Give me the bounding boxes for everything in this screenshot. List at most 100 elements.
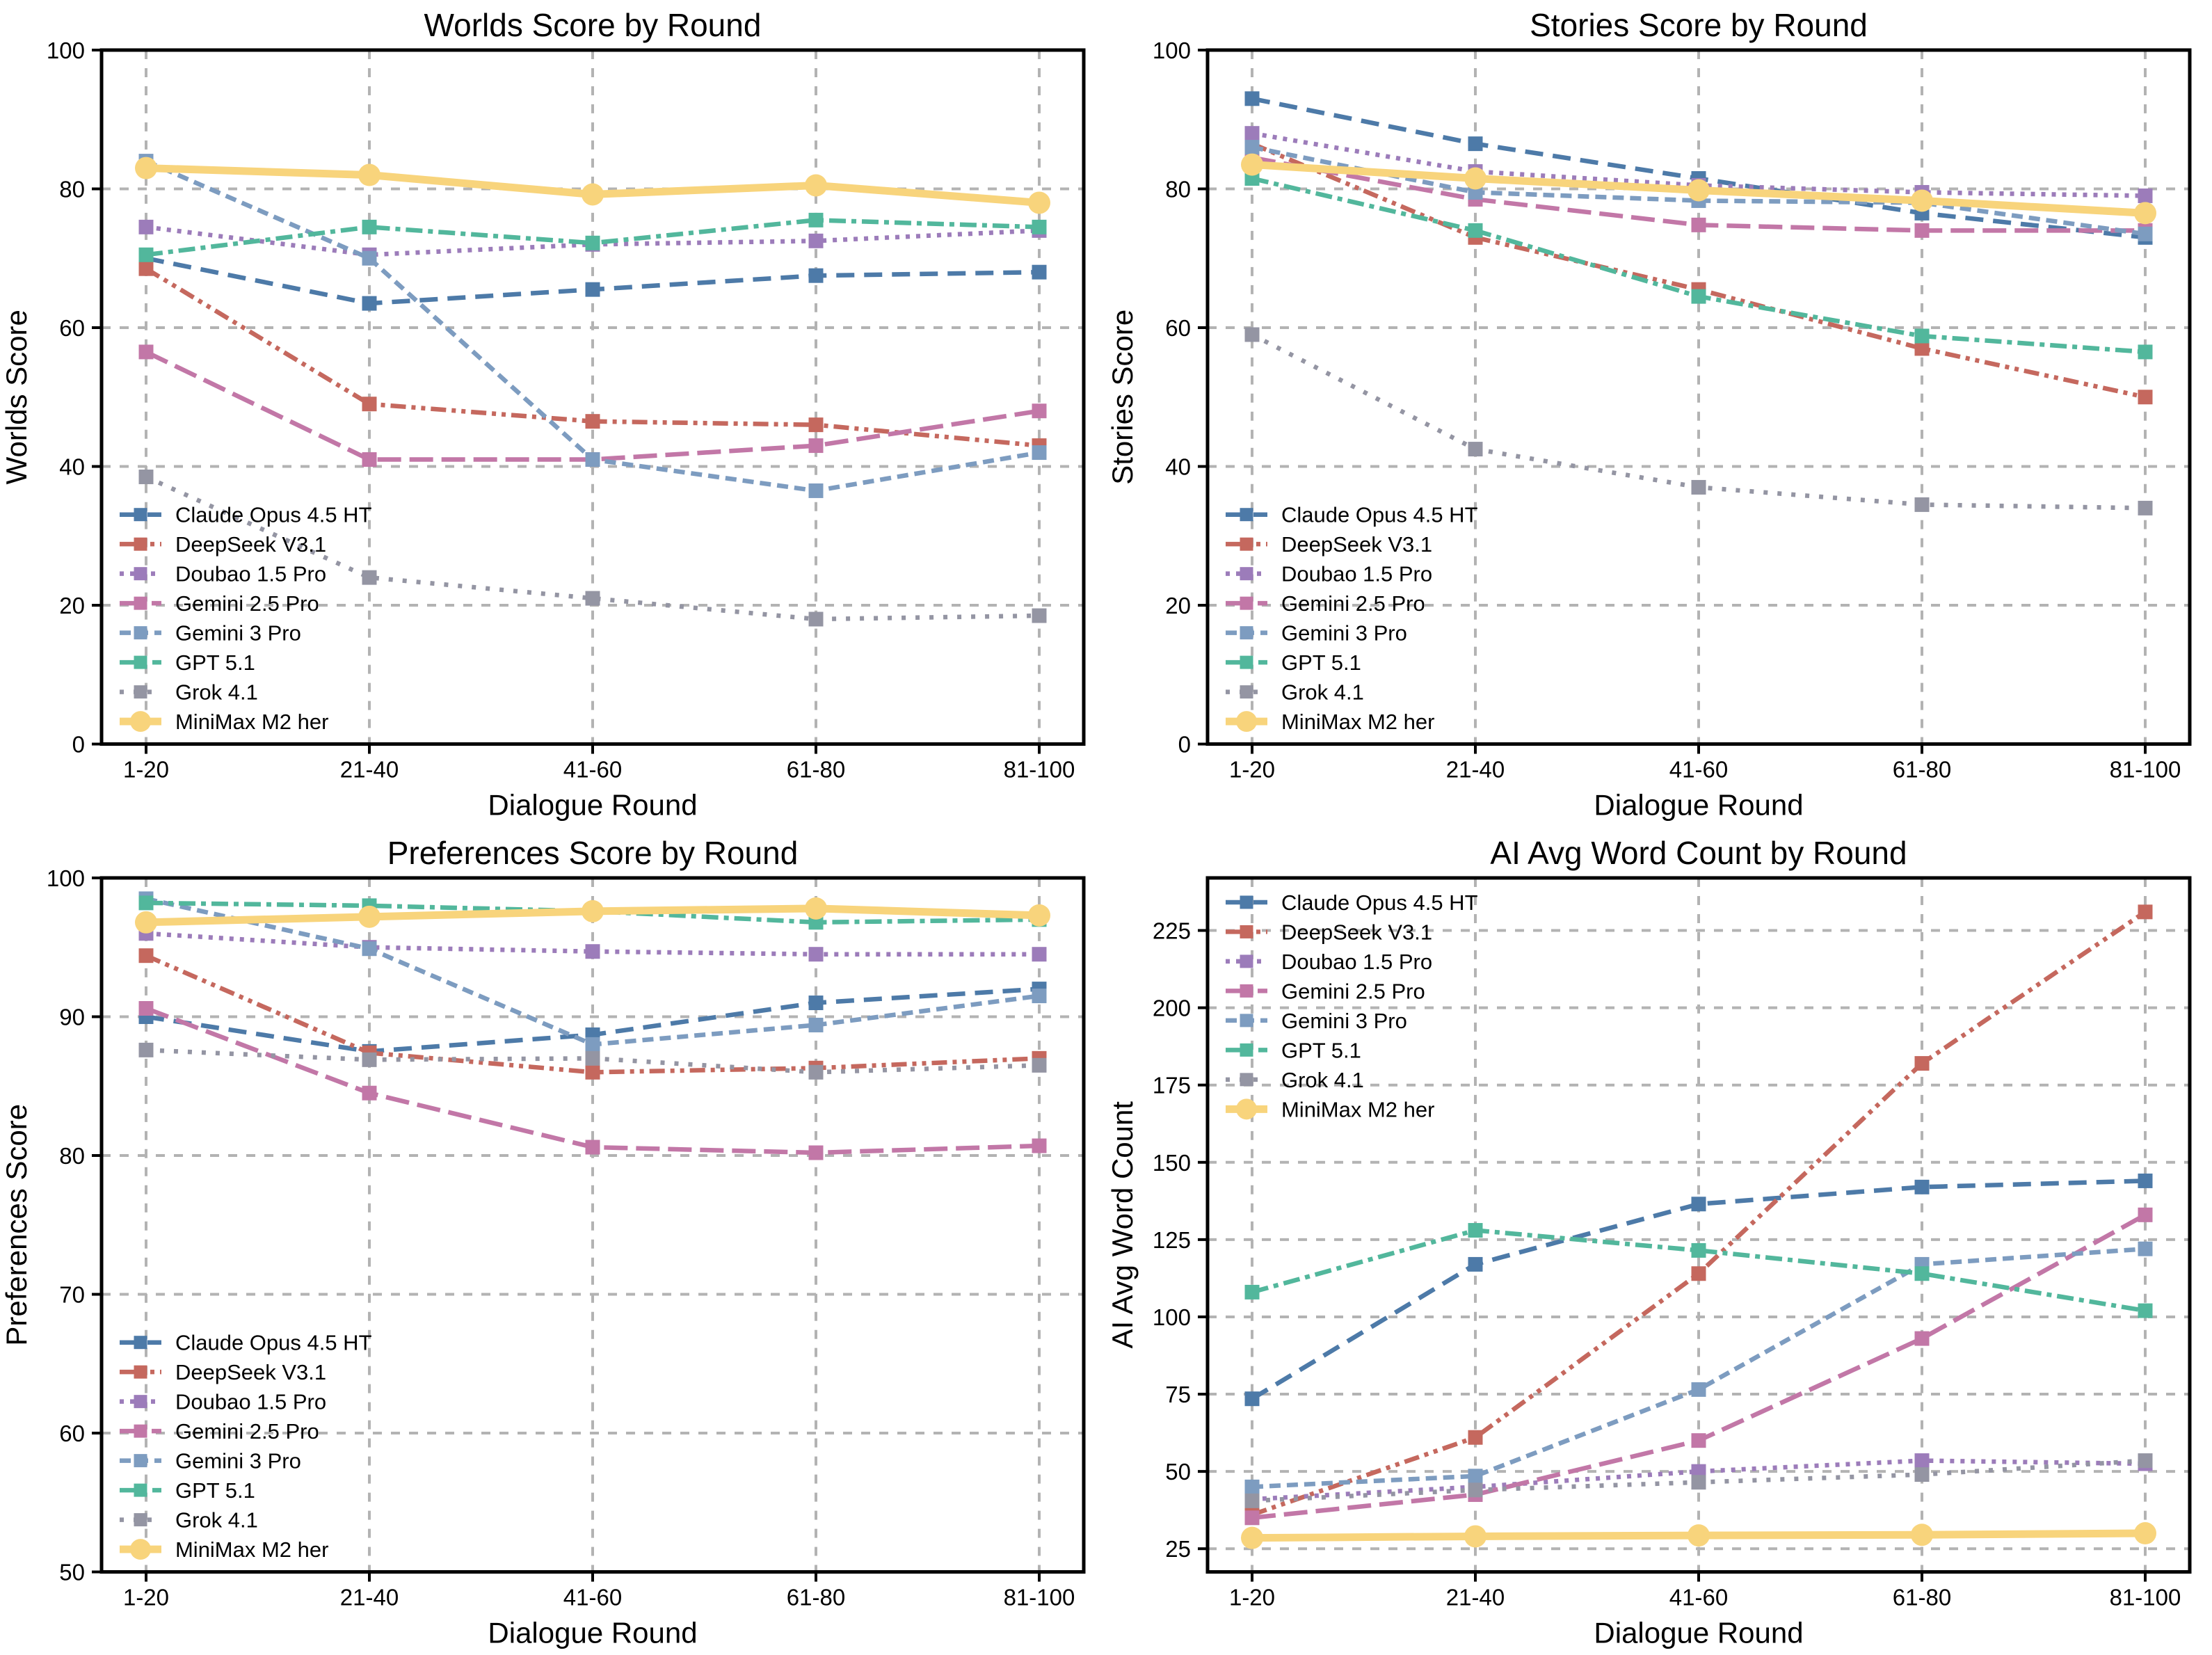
y-tick-label: 40: [1165, 454, 1191, 480]
series-markers-grok-4-1: [138, 1042, 1047, 1080]
legend-swatch-marker: [134, 1394, 147, 1408]
data-point: [808, 1145, 824, 1160]
legend-label: Claude Opus 4.5 HT: [175, 1330, 372, 1354]
series-line-deepseek-v3-1: [1251, 141, 2146, 399]
legend-label: Grok 4.1: [1281, 680, 1364, 705]
legend-swatch-marker: [134, 685, 147, 699]
x-tick-label: 61-80: [1893, 1584, 1951, 1610]
legend-entry-doubao-1-5-pro: Doubao 1.5 Pro: [1226, 949, 1432, 973]
legend-entry-gpt-5-1: GPT 5.1: [120, 650, 255, 675]
data-point: [2138, 1241, 2153, 1256]
series-markers-grok-4-1: [138, 469, 1047, 627]
series-line-gemini-3-pro: [1251, 145, 2146, 237]
data-point: [585, 452, 600, 467]
data-point: [138, 948, 154, 963]
x-tick-label: 1-20: [123, 757, 169, 783]
data-point: [585, 591, 600, 606]
series-line-gpt-5-1: [1251, 1227, 2146, 1313]
data-point: [582, 900, 604, 922]
legend-label: Gemini 2.5 Pro: [175, 591, 319, 616]
data-point: [1914, 1055, 1930, 1071]
data-point: [362, 1085, 377, 1101]
legend-label: Grok 4.1: [175, 680, 258, 705]
legend-swatch-marker: [1240, 508, 1253, 522]
data-point: [2138, 188, 2153, 203]
data-point: [1464, 1524, 1486, 1547]
legend-swatch-marker: [1240, 626, 1253, 640]
legend-entry-claude-opus-4-5-ht: Claude Opus 4.5 HT: [1226, 890, 1478, 914]
y-tick-label: 200: [1153, 995, 1191, 1021]
y-tick-label: 40: [59, 454, 85, 480]
data-point: [1691, 289, 1706, 304]
data-point: [808, 212, 824, 227]
legend-entry-grok-4-1: Grok 4.1: [120, 1508, 258, 1532]
data-point: [808, 417, 824, 433]
data-point: [1244, 327, 1260, 342]
data-point: [1032, 403, 1047, 419]
data-point: [138, 247, 154, 262]
chart-ai-avg-word-count: 25 50 75 100 125 150 175 200 225 1-20 21-40 41-60 61…: [1106, 828, 2212, 1655]
series-markers-grok-4-1: [1244, 327, 2153, 515]
y-tick-label: 80: [1165, 176, 1191, 202]
data-point: [362, 941, 377, 956]
data-point: [585, 1140, 600, 1155]
data-point: [805, 174, 827, 197]
legend-label: GPT 5.1: [175, 1478, 255, 1503]
x-tick-labels: 1-20 21-40 41-60 61-80 81-100: [1229, 757, 2181, 783]
data-point: [2134, 202, 2156, 225]
legend-swatch-marker: [134, 508, 147, 522]
legend-entry-claude-opus-4-5-ht: Claude Opus 4.5 HT: [120, 1330, 372, 1354]
y-tick-label: 90: [59, 1004, 85, 1030]
data-point: [138, 1042, 154, 1057]
x-tick-label: 81-100: [2110, 1584, 2181, 1610]
data-point: [1032, 264, 1047, 280]
data-point: [1468, 223, 1483, 238]
data-point: [1468, 1256, 1483, 1272]
y-tick-label: 80: [59, 1143, 85, 1169]
legend-label: Grok 4.1: [1281, 1067, 1364, 1092]
legend-entry-gemini-2-5-pro: Gemini 2.5 Pro: [120, 591, 319, 616]
data-point: [2138, 226, 2153, 241]
axis-ticks: [92, 48, 1041, 754]
data-point: [1914, 497, 1930, 512]
data-point: [585, 282, 600, 297]
data-point: [1914, 223, 1930, 238]
legend: Claude Opus 4.5 HT DeepSeek V3.1 Doubao 1.…: [120, 503, 372, 734]
x-tick-labels: 1-20 21-40 41-60 61-80 81-100: [1229, 1584, 2181, 1610]
y-tick-label: 60: [59, 1421, 85, 1446]
x-axis-label: Dialogue Round: [488, 789, 697, 822]
data-point: [2138, 390, 2153, 405]
y-tick-label: 50: [59, 1559, 85, 1585]
legend-entry-gpt-5-1: GPT 5.1: [1226, 650, 1361, 675]
legend-entry-claude-opus-4-5-ht: Claude Opus 4.5 HT: [120, 503, 372, 527]
legend-label: Gemini 2.5 Pro: [1281, 979, 1425, 1003]
legend-swatch-marker: [134, 1512, 147, 1526]
legend-entry-minimax-m2-her: MiniMax M2 her: [1226, 1097, 1434, 1121]
x-axis-label: Dialogue Round: [1594, 789, 1803, 822]
x-tick-label: 41-60: [1669, 1584, 1728, 1610]
legend-label: Gemini 2.5 Pro: [175, 1419, 319, 1444]
x-tick-label: 41-60: [1669, 757, 1728, 783]
legend-swatch-marker: [1240, 1013, 1253, 1027]
x-tick-label: 81-100: [2110, 757, 2181, 783]
legend-swatch-marker: [134, 537, 147, 551]
legend-swatch-marker: [1236, 1098, 1257, 1119]
data-point: [1914, 1265, 1930, 1281]
legend-entry-deepseek-v3-1: DeepSeek V3.1: [1226, 920, 1432, 944]
data-point: [1691, 1474, 1706, 1489]
data-point: [1244, 126, 1260, 141]
y-tick-label: 100: [47, 38, 85, 63]
legend-label: DeepSeek V3.1: [175, 1360, 326, 1384]
data-point: [362, 250, 377, 266]
data-point: [1032, 1138, 1047, 1153]
x-tick-label: 61-80: [787, 1584, 845, 1610]
legend-swatch-marker: [1240, 895, 1253, 909]
data-point: [1032, 988, 1047, 1003]
data-point: [1244, 1493, 1260, 1508]
data-point: [808, 946, 824, 961]
data-point: [1691, 1265, 1706, 1281]
data-point: [138, 895, 154, 910]
legend-swatch-marker: [134, 1365, 147, 1379]
chart-worlds-score: 0 20 40 60 80 100 1-20 21-40 41-60 61-80 81-100 Wor…: [0, 0, 1106, 828]
y-tick-label: 125: [1153, 1226, 1191, 1252]
